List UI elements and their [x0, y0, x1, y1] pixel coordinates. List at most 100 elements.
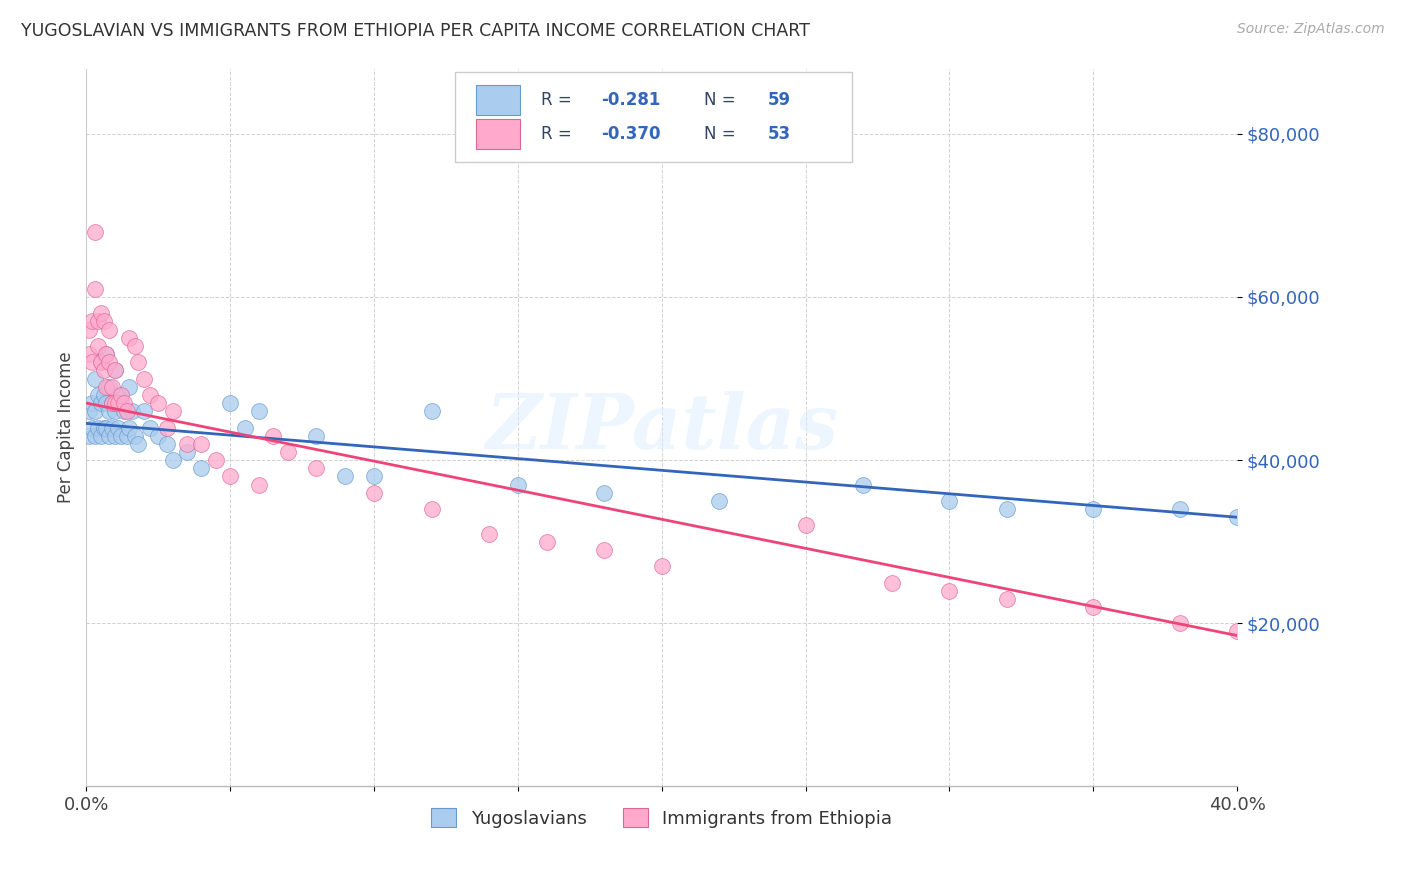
Point [176, 437, 198, 451]
Point [938, 583, 960, 598]
Point [101, 380, 124, 394]
Text: R =: R = [541, 91, 576, 109]
Point [190, 461, 212, 475]
Point [98, 355, 121, 369]
Point [98, 428, 121, 442]
Point [305, 461, 328, 475]
Point [110, 388, 132, 402]
Point [852, 477, 875, 491]
Point [593, 542, 616, 557]
Point [420, 502, 443, 516]
Point [77, 404, 100, 418]
Point [219, 469, 242, 483]
Point [277, 445, 299, 459]
Point [77, 323, 100, 337]
FancyBboxPatch shape [477, 85, 520, 115]
Point [87, 388, 110, 402]
Point [132, 371, 155, 385]
Point [98, 404, 121, 418]
Point [112, 404, 135, 418]
Text: 59: 59 [768, 91, 790, 109]
Point [93, 420, 115, 434]
Point [118, 420, 141, 434]
Y-axis label: Per Capita Income: Per Capita Income [58, 351, 75, 503]
Point [93, 314, 115, 328]
Point [190, 437, 212, 451]
Point [247, 477, 270, 491]
Text: 53: 53 [768, 125, 790, 143]
Point [96, 347, 118, 361]
Point [96, 380, 118, 394]
Point [335, 469, 357, 483]
Point [127, 355, 149, 369]
Point [87, 339, 110, 353]
Point [262, 428, 284, 442]
Point [1168, 616, 1191, 631]
Point [90, 306, 112, 320]
Point [1168, 502, 1191, 516]
Point [101, 396, 124, 410]
Point [110, 428, 132, 442]
Text: -0.370: -0.370 [600, 125, 661, 143]
Point [651, 559, 673, 574]
Point [1226, 510, 1249, 524]
Point [115, 428, 138, 442]
Point [709, 494, 731, 508]
FancyBboxPatch shape [454, 72, 852, 161]
Point [80, 355, 103, 369]
Point [110, 396, 132, 410]
Point [593, 485, 616, 500]
Point [219, 396, 242, 410]
Text: N =: N = [704, 91, 741, 109]
Point [93, 363, 115, 377]
Point [104, 396, 127, 410]
Point [363, 485, 385, 500]
Point [104, 363, 127, 377]
Point [84, 404, 107, 418]
Point [90, 428, 112, 442]
Point [107, 388, 129, 402]
Point [305, 428, 328, 442]
Point [118, 331, 141, 345]
Point [84, 428, 107, 442]
Point [247, 404, 270, 418]
Point [84, 282, 107, 296]
Point [204, 453, 226, 467]
Point [138, 420, 160, 434]
Point [84, 225, 107, 239]
Point [162, 404, 184, 418]
Point [118, 380, 141, 394]
Point [132, 404, 155, 418]
Point [995, 591, 1018, 606]
Point [90, 355, 112, 369]
Point [880, 575, 903, 590]
Point [506, 477, 529, 491]
Point [87, 420, 110, 434]
Point [96, 420, 118, 434]
Point [104, 404, 127, 418]
Point [77, 347, 100, 361]
Point [995, 502, 1018, 516]
Point [938, 494, 960, 508]
Point [112, 396, 135, 410]
Point [107, 396, 129, 410]
Point [80, 420, 103, 434]
Point [148, 428, 170, 442]
Point [93, 388, 115, 402]
Point [84, 371, 107, 385]
Point [478, 526, 501, 541]
Text: N =: N = [704, 125, 741, 143]
Point [156, 420, 179, 434]
Text: -0.281: -0.281 [600, 91, 661, 109]
Point [162, 453, 184, 467]
Point [96, 347, 118, 361]
Legend: Yugoslavians, Immigrants from Ethiopia: Yugoslavians, Immigrants from Ethiopia [423, 801, 900, 835]
FancyBboxPatch shape [477, 119, 520, 149]
Point [794, 518, 817, 533]
Point [420, 404, 443, 418]
Point [124, 339, 146, 353]
Point [101, 396, 124, 410]
Point [90, 355, 112, 369]
Point [104, 363, 127, 377]
Point [101, 420, 124, 434]
